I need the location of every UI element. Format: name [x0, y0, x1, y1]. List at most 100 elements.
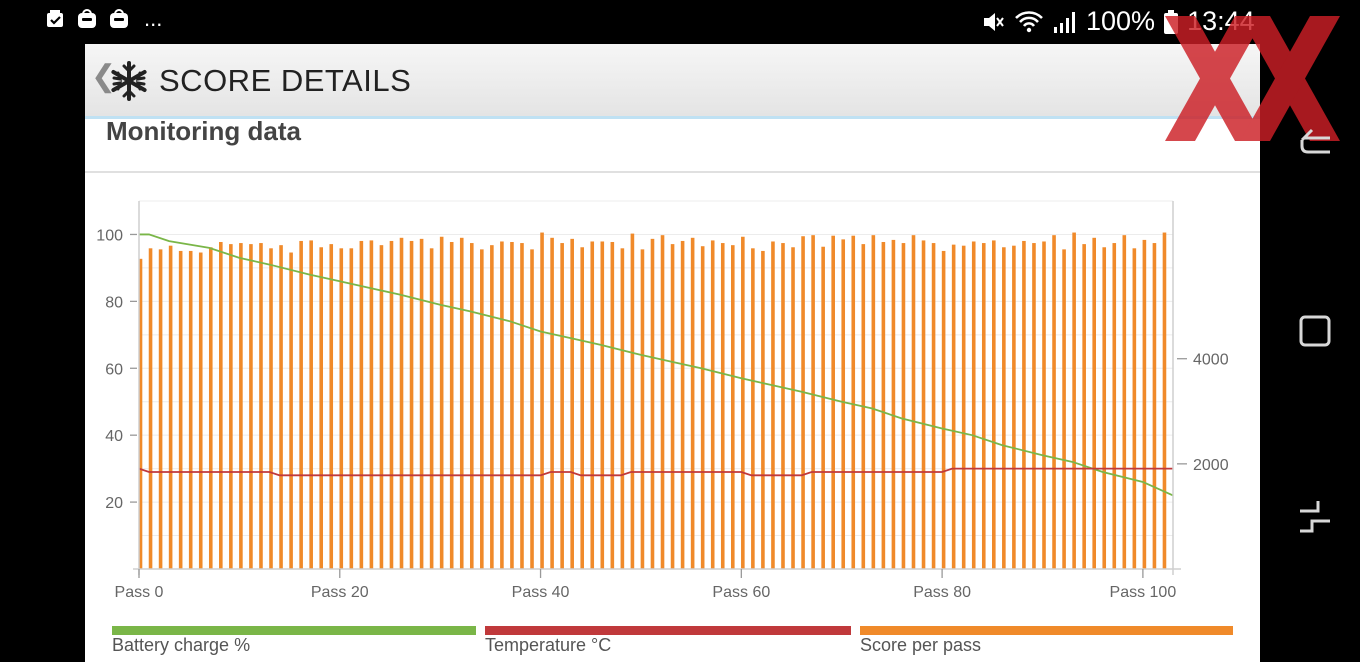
chart-axes: 20 40 60 80 100 2000 4000 Pass 0 Pass 20 Pass 40 P…	[96, 201, 1229, 601]
score-bar	[831, 235, 835, 569]
score-bar	[741, 236, 745, 569]
back-icon[interactable]	[1290, 118, 1340, 168]
score-bar	[359, 240, 364, 569]
status-left-icons: ...	[44, 8, 162, 30]
left-tick-label: 80	[105, 294, 123, 311]
score-bar	[409, 240, 414, 569]
more-notifications: ...	[144, 6, 163, 31]
photo-check-icon	[47, 10, 63, 27]
app-bar: ❮ SCORE DETAILS	[85, 44, 1260, 119]
x-tick-label: Pass 0	[115, 584, 164, 601]
recents-icon[interactable]	[1290, 493, 1340, 543]
score-bar	[580, 247, 585, 569]
score-bar	[600, 241, 605, 570]
score-bar	[1142, 239, 1147, 569]
legend-swatch-battery	[112, 626, 476, 635]
battery-line	[139, 233, 1174, 497]
monitoring-chart: 20 40 60 80 100 2000 4000 Pass 0 Pass 20 Pass 40 P…	[96, 200, 1229, 601]
score-bar	[1042, 241, 1046, 570]
score-bar	[660, 235, 665, 569]
score-bar	[480, 249, 484, 569]
score-bar	[670, 244, 675, 569]
snowflake-icon	[111, 61, 147, 101]
score-bar	[911, 235, 916, 569]
score-bar	[1112, 243, 1117, 570]
score-bar	[1062, 249, 1066, 569]
legend-swatch-score	[860, 626, 1233, 635]
score-bar	[811, 235, 815, 569]
score-bar	[921, 240, 926, 569]
score-bar	[249, 244, 253, 569]
score-bar	[319, 247, 324, 569]
score-bar	[279, 245, 283, 569]
left-tick-label: 60	[105, 361, 123, 378]
score-bar	[931, 243, 936, 570]
right-tick-label: 2000	[1193, 457, 1229, 474]
score-bar	[1132, 248, 1137, 570]
back-button[interactable]: ❮	[91, 60, 117, 93]
score-bar	[690, 237, 695, 570]
score-bar	[610, 242, 615, 569]
left-tick-label: 20	[105, 495, 123, 512]
score-bar	[720, 243, 725, 570]
score-bar	[901, 243, 906, 570]
galaxy-store-icon	[78, 9, 96, 28]
left-tick-label: 40	[105, 428, 123, 445]
score-bar	[730, 245, 735, 569]
score-bar	[168, 245, 173, 569]
x-tick-label: Pass 100	[1110, 584, 1177, 601]
score-bar	[188, 250, 193, 569]
score-bar	[570, 238, 574, 569]
score-bar	[269, 248, 273, 570]
x-tick-label: Pass 60	[712, 584, 770, 601]
score-bar	[299, 240, 303, 569]
score-bar	[550, 237, 554, 570]
mute-icon	[984, 12, 1004, 31]
score-bar	[449, 242, 454, 569]
score-bar	[781, 243, 785, 570]
galaxy-store-icon	[110, 9, 128, 28]
score-bar	[700, 246, 705, 569]
score-bar	[219, 242, 223, 569]
score-bar	[1052, 235, 1056, 569]
score-bar	[1012, 245, 1016, 569]
chart-grid	[139, 200, 1173, 537]
score-bar	[1002, 247, 1006, 569]
score-bar	[530, 249, 534, 569]
score-bar	[590, 241, 595, 570]
battery-percent: 100%	[1086, 6, 1156, 36]
x-tick-label: Pass 80	[913, 584, 971, 601]
score-bar	[761, 250, 765, 569]
score-bar	[801, 236, 805, 570]
score-bar	[540, 232, 544, 570]
score-bar	[429, 248, 434, 570]
score-bar	[289, 252, 293, 569]
score-bar	[680, 240, 685, 569]
score-bar	[419, 238, 424, 569]
x-tick-label: Pass 20	[311, 584, 369, 601]
score-bar	[771, 241, 775, 570]
legend-label-score: Score per pass	[860, 635, 982, 655]
score-bar	[891, 239, 896, 569]
legend-swatch-temperature	[485, 626, 851, 635]
score-bar	[520, 243, 524, 570]
score-bar	[751, 248, 755, 570]
app-panel: ❮ SCORE DETAILS Monitoring data 20 40 60 80…	[85, 44, 1260, 662]
section-divider	[85, 171, 1260, 173]
score-bar	[841, 239, 846, 569]
chart-lines	[138, 233, 1174, 497]
score-bar	[951, 244, 956, 570]
score-bar	[229, 244, 233, 569]
score-bar	[640, 249, 645, 569]
score-bar	[1152, 243, 1157, 570]
home-icon[interactable]	[1290, 306, 1340, 356]
score-bar	[399, 237, 404, 570]
score-bar	[1072, 232, 1076, 570]
score-bar	[1092, 237, 1096, 570]
score-bar	[1162, 232, 1167, 570]
section-title: Monitoring data	[106, 116, 301, 146]
temperature-line	[138, 467, 1173, 477]
right-tick-label: 4000	[1193, 352, 1229, 369]
score-bar	[329, 244, 334, 569]
score-bar	[259, 243, 263, 570]
